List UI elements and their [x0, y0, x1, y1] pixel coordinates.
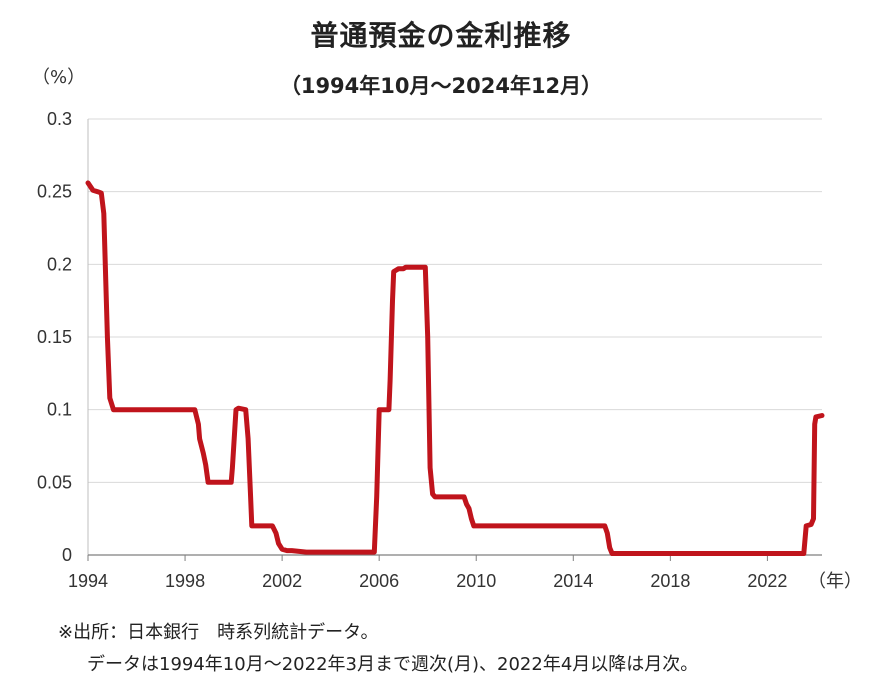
chart-title: 普通預金の金利推移 — [310, 19, 572, 52]
x-tick-label: 2018 — [650, 571, 690, 591]
y-tick-label: 0.25 — [37, 182, 72, 202]
y-tick-label: 0.15 — [37, 327, 72, 347]
chart-subtitle: （1994年10月～2024年12月） — [279, 74, 603, 98]
interest-rate-line — [85, 180, 825, 556]
x-tick-label: 2014 — [553, 571, 593, 591]
source-note-line-2: データは1994年10月～2022年3月まで週次(月)、2022年4月以降は月次… — [87, 654, 699, 675]
x-tick-label: 2002 — [262, 571, 302, 591]
y-tick-label: 0.1 — [47, 400, 72, 420]
y-tick-label: 0.2 — [47, 254, 72, 274]
y-tick-label: 0.05 — [37, 472, 72, 492]
y-axis-unit: （%） — [32, 67, 85, 88]
line-chart: 0 0.05 0.1 0.15 0.2 0.25 0.3 1994 1998 2002 2006 20… — [32, 67, 862, 592]
x-tick-label: 2010 — [456, 571, 496, 591]
y-tick-label: 0 — [62, 545, 72, 565]
x-tick-label: 2006 — [359, 571, 399, 591]
x-tick-label: 2022 — [747, 571, 787, 591]
x-tick-label: 1994 — [68, 571, 108, 591]
x-axis-unit: （年） — [808, 571, 862, 592]
x-tick-label: 1998 — [165, 571, 205, 591]
source-note-line-1: ※出所：日本銀行 時系列統計データ。 — [58, 622, 379, 643]
y-tick-label: 0.3 — [47, 109, 72, 129]
